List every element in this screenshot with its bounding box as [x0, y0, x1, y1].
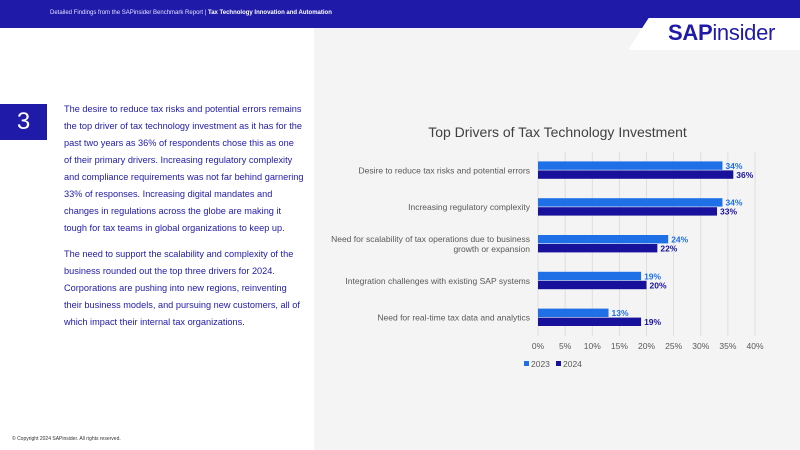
bar-2024	[538, 170, 734, 179]
data-label-2024: 36%	[736, 170, 753, 180]
bar-2024	[538, 317, 642, 326]
bar-chart: 0% 5% 10% 15% 20% 25% 30% 35% 40%34%36%Desire to…	[331, 152, 764, 369]
data-label-2023: 19%	[644, 271, 661, 281]
category-label: growth or expansion	[453, 244, 530, 254]
x-tick-label: 20%	[638, 341, 655, 351]
data-label-2023: 34%	[725, 198, 742, 208]
section-number-badge: 3	[0, 104, 47, 140]
bar-2024	[538, 280, 647, 290]
x-tick-label: 25%	[665, 341, 682, 351]
paragraph-1: The desire to reduce tax risks and poten…	[64, 104, 304, 233]
bar-2023	[538, 161, 723, 170]
legend-swatch-2024	[556, 361, 561, 366]
category-label: Need for scalability of tax operations d…	[331, 234, 530, 244]
bar-2023	[538, 271, 642, 281]
chart-title: Top Drivers of Tax Technology Investment	[428, 124, 687, 140]
paragraph-2: The need to support the scalability and …	[64, 249, 300, 327]
bar-2023	[538, 308, 609, 317]
logo-insider: insider	[712, 20, 776, 45]
data-label-2023: 34%	[725, 161, 742, 171]
logo-sap: SAP	[668, 20, 713, 45]
logo-background	[628, 18, 800, 50]
x-tick-label: 35%	[719, 341, 736, 351]
body-text: The desire to reduce tax risks and poten…	[64, 101, 304, 331]
top-bar: Detailed Findings from the SAPinsider Be…	[0, 0, 800, 28]
breadcrumb: Detailed Findings from the SAPinsider Be…	[50, 10, 332, 16]
category-label: Need for real-time tax data and analytic…	[377, 313, 530, 323]
x-tick-label: 10%	[584, 341, 601, 351]
data-label-2024: 20%	[650, 280, 667, 290]
data-label-2024: 19%	[644, 317, 661, 327]
legend-label-2023: 2023	[531, 359, 550, 369]
category-label: Integration challenges with existing SAP…	[345, 276, 530, 286]
data-label-2023: 13%	[612, 308, 629, 318]
bar-2024	[538, 244, 658, 253]
x-tick-label: 0%	[532, 341, 545, 351]
data-label-2023: 24%	[671, 235, 688, 245]
breadcrumb-topic: Tax Technology Innovation and Automation	[207, 10, 332, 16]
sapinsider-logo: SAPinsider	[668, 20, 775, 46]
x-tick-label: 30%	[692, 341, 709, 351]
bar-2023	[538, 198, 723, 207]
x-tick-label: 15%	[611, 341, 628, 351]
copyright: © Copyright 2024 SAPinsider. All rights …	[12, 436, 121, 442]
data-label-2024: 22%	[660, 244, 677, 254]
x-tick-label: 5%	[559, 341, 572, 351]
category-label: Increasing regulatory complexity	[408, 202, 531, 212]
data-label-2024: 33%	[720, 207, 737, 217]
bar-2024	[538, 207, 718, 216]
x-tick-label: 40%	[746, 341, 763, 351]
legend-swatch-2023	[524, 361, 529, 366]
section-number: 3	[16, 108, 31, 135]
breadcrumb-prefix: Detailed Findings from the SAPinsider Be…	[50, 10, 208, 16]
legend-label-2024: 2024	[563, 359, 582, 369]
category-label: Desire to reduce tax risks and potential…	[359, 165, 531, 175]
bar-2023	[538, 235, 669, 244]
